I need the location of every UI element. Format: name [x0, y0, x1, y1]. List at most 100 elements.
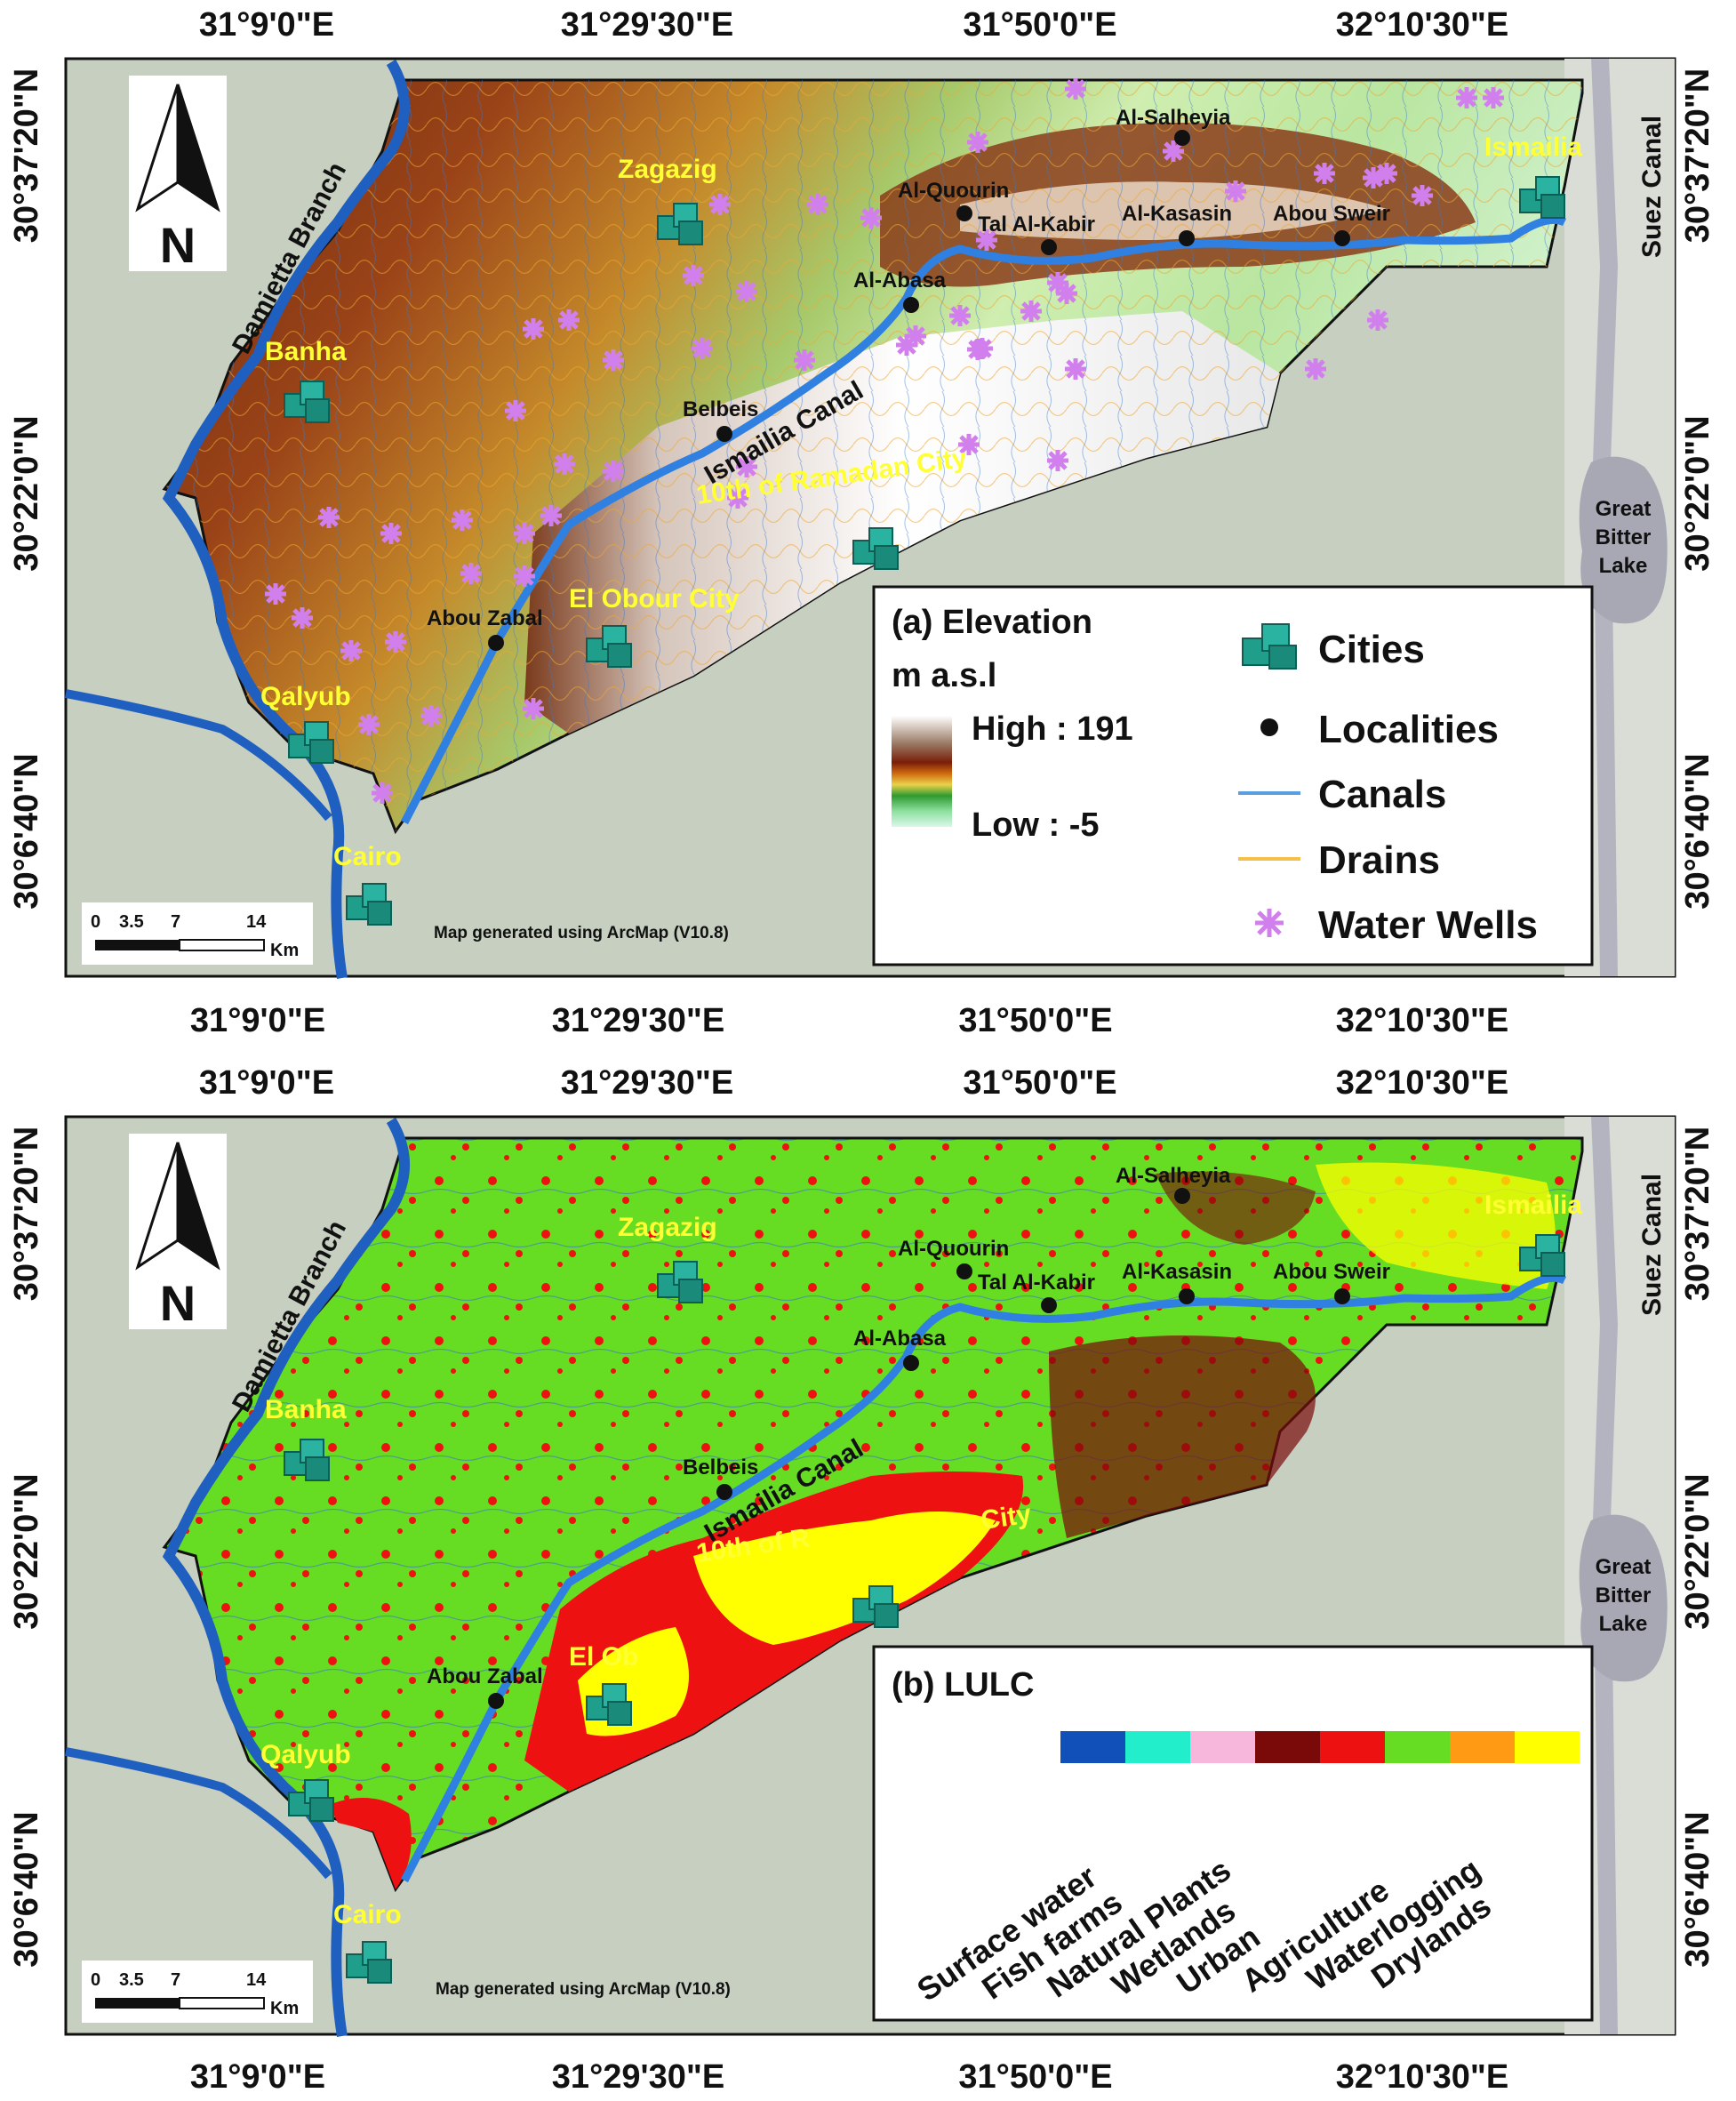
locality-dot — [1041, 1297, 1057, 1313]
svg-text:31°50'0"E: 31°50'0"E — [963, 1064, 1116, 1102]
water-well-marker — [1065, 358, 1086, 380]
elevation-ramp — [892, 716, 952, 827]
locality-dot — [956, 205, 972, 221]
water-well-marker — [1412, 185, 1433, 206]
legend-wells-symbol — [1255, 909, 1284, 937]
locality-dot — [716, 426, 732, 442]
locality-label: Belbeis — [683, 397, 758, 421]
water-well-marker — [505, 400, 526, 421]
locality-dot — [488, 635, 504, 651]
svg-text:31°9'0"E: 31°9'0"E — [199, 6, 334, 44]
lake-label: Bitter — [1596, 1584, 1652, 1608]
damietta-branch-river — [162, 59, 410, 979]
locality-label: Al-Kasasin — [1122, 202, 1232, 226]
water-well-marker — [1367, 309, 1388, 331]
lulc-swatch — [1320, 1731, 1385, 1763]
water-well-marker — [554, 453, 575, 475]
nile-river-west — [65, 689, 332, 822]
svg-text:30°6'40"N: 30°6'40"N — [8, 1811, 45, 1967]
locality-dot — [488, 1693, 504, 1709]
svg-text:7: 7 — [171, 1970, 180, 1990]
svg-text:31°29'30"E: 31°29'30"E — [552, 2058, 724, 2096]
legend-unit: m a.s.l — [892, 657, 996, 694]
water-well-marker — [1456, 87, 1477, 108]
graticule-labels: 31°9'0"E 31°29'30"E 31°50'0"E 32°10'30"E… — [8, 6, 1716, 1039]
svg-text:30°22'0"N: 30°22'0"N — [1679, 1473, 1716, 1629]
legend-localities-label: Localities — [1318, 708, 1499, 751]
locality-dot — [1041, 239, 1057, 255]
locality-label: Al-Abasa — [853, 269, 947, 293]
elevation-map-panel: Zagazig Banha Qalyub Cairo Ismailia El O… — [8, 6, 1716, 1039]
water-well-marker — [794, 349, 815, 371]
water-well-marker — [967, 132, 988, 153]
water-well-marker — [380, 523, 402, 544]
legend-localities-symbol — [1260, 718, 1278, 736]
water-well-marker — [1305, 358, 1326, 380]
locality-dot — [1334, 230, 1350, 246]
water-well-marker — [958, 434, 980, 455]
water-well-marker — [340, 640, 362, 662]
svg-text:30°22'0"N: 30°22'0"N — [8, 415, 45, 571]
locality-label: Al-Quourin — [898, 179, 1009, 203]
water-well-marker — [896, 334, 917, 356]
city-label: Banha — [265, 1395, 347, 1424]
water-well-marker — [603, 349, 624, 371]
svg-text:32°10'30"E: 32°10'30"E — [1336, 1064, 1508, 1102]
city-label: El Obour City — [569, 584, 740, 613]
locality-label: Abou Zabal — [427, 1664, 543, 1688]
city-icons-layer — [284, 1234, 1565, 1984]
lulc-swatch — [1060, 1731, 1125, 1763]
water-well-marker — [385, 631, 406, 653]
svg-text:0: 0 — [91, 912, 100, 932]
lulc-class-swatches — [1060, 1731, 1580, 1763]
svg-text:3.5: 3.5 — [119, 1970, 144, 1990]
great-bitter-lake — [1579, 1514, 1668, 1682]
city-label: Banha — [265, 337, 347, 366]
water-well-marker — [265, 583, 286, 605]
lulc-swatch — [1190, 1731, 1255, 1763]
svg-text:31°29'30"E: 31°29'30"E — [561, 1064, 733, 1102]
svg-text:30°6'40"N: 30°6'40"N — [1679, 1811, 1716, 1967]
legend-elevation: (a) Elevation m a.s.l High : 191 Low : -… — [872, 585, 1594, 966]
north-label: N — [160, 217, 196, 273]
svg-text:30°37'20"N: 30°37'20"N — [8, 68, 45, 244]
lulc-map-panel: Zagazig Banha Qalyub Cairo Ismailia El O… — [8, 1064, 1716, 2096]
city-icon — [346, 1941, 392, 1984]
water-well-marker — [1225, 180, 1246, 202]
svg-text:3.5: 3.5 — [119, 912, 144, 932]
legend-canals-label: Canals — [1318, 773, 1446, 816]
water-well-marker — [683, 265, 704, 286]
water-well-marker — [1056, 283, 1077, 304]
legend-low: Low : -5 — [972, 806, 1100, 844]
city-icon — [657, 203, 703, 245]
locality-label: Abou Zabal — [427, 606, 543, 630]
legend-high: High : 191 — [972, 710, 1133, 748]
credit-text: Map generated using ArcMap (V10.8) — [436, 1980, 731, 1999]
graticule-labels: 31°9'0"E 31°29'30"E 31°50'0"E 32°10'30"E… — [8, 1064, 1716, 2096]
city-label: Zagazig — [618, 155, 717, 184]
city-icon — [586, 625, 632, 668]
water-well-marker — [372, 782, 393, 804]
ismailia-canal-line — [401, 215, 1567, 825]
scale-bar: 0 3.5 7 14 Km — [82, 1961, 313, 2023]
suez-canal-label: Suez Canal — [1637, 1174, 1667, 1316]
water-well-marker — [1483, 87, 1504, 108]
svg-text:14: 14 — [246, 1970, 267, 1990]
city-label: City — [979, 1499, 1033, 1536]
water-well-marker — [318, 507, 340, 528]
locality-label: Al-Salheyia — [1116, 1164, 1231, 1188]
city-icon — [586, 1683, 632, 1726]
water-wells-layer — [265, 78, 1504, 804]
svg-text:31°50'0"E: 31°50'0"E — [963, 6, 1116, 44]
city-icons-layer — [284, 176, 1565, 926]
city-icon — [346, 883, 392, 926]
water-well-marker — [558, 309, 580, 331]
water-well-marker — [460, 563, 482, 584]
locality-dot — [1334, 1288, 1350, 1304]
locality-label: Tal Al-Kabir — [978, 213, 1095, 237]
svg-text:31°50'0"E: 31°50'0"E — [958, 1002, 1112, 1039]
lulc-swatch — [1125, 1731, 1190, 1763]
water-well-marker — [860, 207, 882, 229]
city-icon — [1519, 1234, 1565, 1277]
